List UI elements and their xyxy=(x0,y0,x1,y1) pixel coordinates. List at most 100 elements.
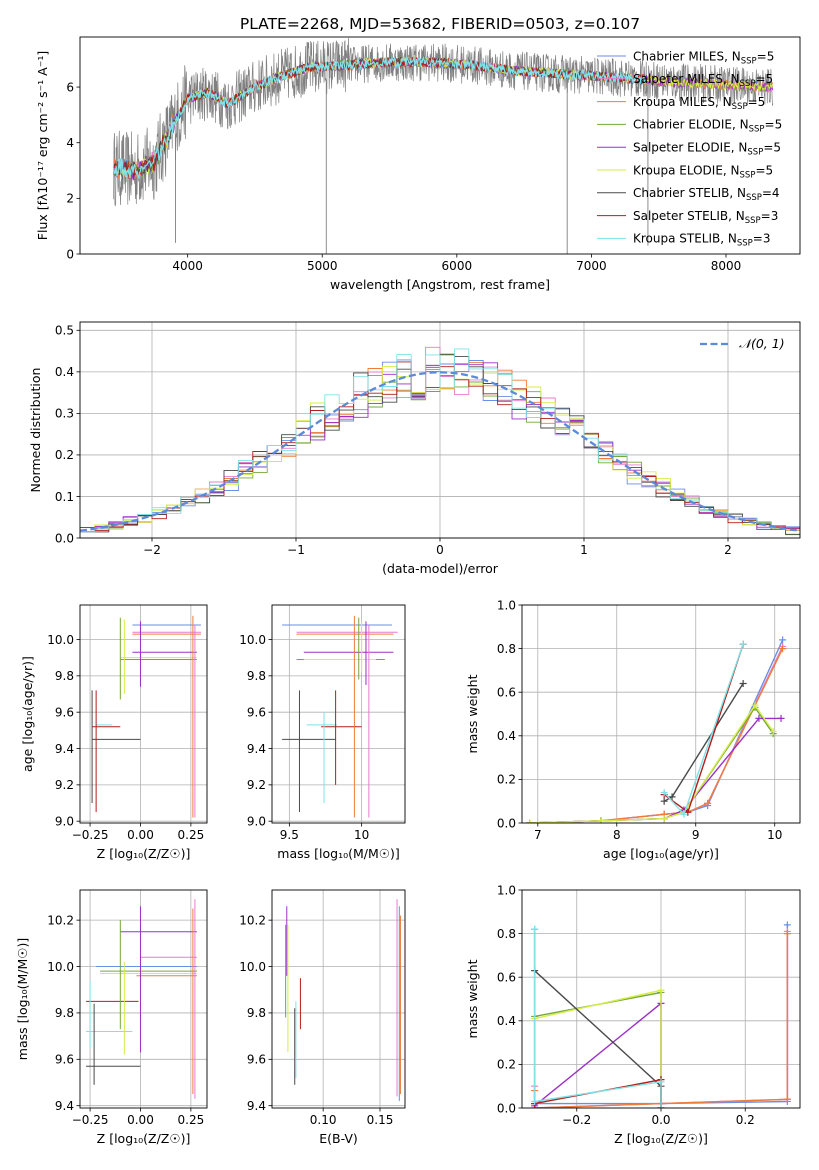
y-tick-label: 9.8 xyxy=(247,1006,266,1020)
panel-age-vs-mass: 9.5 10 9.0 9.2 9.4 9.6 9.8 10.0 mass [log₁₀(M/M☉… xyxy=(239,604,406,861)
legend-label: Chabrier STELIB, NSSP=4 xyxy=(633,186,780,203)
weight-marker xyxy=(526,819,534,823)
weight-marker xyxy=(684,808,692,816)
weight-line xyxy=(534,970,662,1108)
figure-title: PLATE=2268, MJD=53682, FIBERID=0503, z=0… xyxy=(240,15,640,33)
y-tick-label: 10.0 xyxy=(239,960,266,974)
panel-mass-vs-Z: −0.25 0.00 0.25 9.4 9.6 9.8 10.0 10.2 Z [log₁₀(Z… xyxy=(15,889,208,1146)
x-tick-label: 4000 xyxy=(172,259,203,273)
model-spectrum xyxy=(113,56,773,179)
y-axis-label: age [log₁₀(age/yr)] xyxy=(20,656,35,772)
legend: Chabrier MILES, NSSP=5 Salpeter MILES, NS… xyxy=(597,49,782,249)
y-tick-label: 1.0 xyxy=(497,883,516,897)
panel-weight-vs-Z: −0.2 0.0 0.2 0.0 0.2 0.4 0.6 0.8 1.0 Z [log₁₀(Z/Z… xyxy=(465,883,801,1146)
weight-marker xyxy=(668,793,676,801)
y-tick-label: 4 xyxy=(66,136,74,150)
y-axis-label: mass weight xyxy=(465,959,480,1038)
y-tick-label: 1.0 xyxy=(497,598,516,612)
axes-frame xyxy=(79,36,801,255)
weight-marker xyxy=(739,640,747,648)
legend-label: Salpeter STELIB, NSSP=3 xyxy=(633,209,778,226)
legend-label: Kroupa MILES, NSSP=5 xyxy=(633,95,765,112)
weight-marker xyxy=(597,817,605,823)
y-tick-label: 0.6 xyxy=(497,971,516,985)
x-axis-label: age [log₁₀(age/yr)] xyxy=(603,846,719,861)
weight-marker xyxy=(783,930,791,938)
y-axis-label: mass weight xyxy=(465,674,480,753)
x-tick-label: 2 xyxy=(724,543,732,557)
model-spectrum xyxy=(113,56,646,179)
normal-reference-curve xyxy=(80,371,800,532)
y-tick-label: 0.5 xyxy=(55,324,74,338)
y-tick-label: 9.0 xyxy=(247,814,266,828)
x-tick-label: 0.00 xyxy=(127,828,154,842)
x-axis-label: (data-model)/error xyxy=(382,561,499,576)
gridlines xyxy=(80,605,207,823)
x-tick-label: 5000 xyxy=(307,259,338,273)
y-tick-label: 0.0 xyxy=(55,531,74,545)
plot-body xyxy=(282,615,398,818)
weight-line xyxy=(533,929,662,1108)
y-axis-label: Flux [fλ10⁻¹⁷ erg cm⁻² s⁻¹ A⁻¹] xyxy=(35,51,50,240)
x-tick-label: 10 xyxy=(354,828,369,842)
y-tick-label: 0.4 xyxy=(497,1014,516,1028)
axes-frame xyxy=(271,604,406,824)
ticks: 7 8 9 10 0.0 0.2 0.4 0.6 0.8 1.0 xyxy=(497,598,782,842)
legend-label: Chabrier ELODIE, NSSP=5 xyxy=(633,118,782,135)
y-tick-label: 10.0 xyxy=(47,633,74,647)
y-tick-label: 9.8 xyxy=(55,669,74,683)
x-axis-label: Z [log₁₀(Z/Z☉)] xyxy=(97,846,191,861)
weight-marker xyxy=(531,1097,539,1105)
y-axis-label: Normed distribution xyxy=(28,368,43,493)
y-tick-label: 9.8 xyxy=(247,669,266,683)
x-tick-label: 9.5 xyxy=(280,828,299,842)
x-tick-label: 0.00 xyxy=(127,1113,154,1127)
y-tick-label: 9.6 xyxy=(55,705,74,719)
weight-marker xyxy=(779,645,787,653)
panel-age-vs-Z: −0.25 0.00 0.25 9.0 9.2 9.4 9.6 9.8 10.0 Z [log₁₀… xyxy=(20,604,208,861)
y-tick-label: 10.0 xyxy=(239,633,266,647)
ticks: −0.25 0.00 0.25 9.4 9.6 9.8 10.0 10.2 xyxy=(47,913,204,1127)
legend-label: 𝒩(0, 1) xyxy=(739,336,785,351)
x-tick-label: 0.15 xyxy=(367,1113,394,1127)
plot-body xyxy=(526,636,787,823)
axes-frame xyxy=(521,604,801,824)
weight-marker xyxy=(657,1104,665,1108)
x-axis-label: E(B-V) xyxy=(319,1131,358,1146)
weight-marker xyxy=(779,636,787,644)
axes-frame xyxy=(79,889,208,1109)
ticks: 4000 5000 6000 7000 8000 0 2 4 6 xyxy=(66,80,741,273)
y-tick-label: 0.8 xyxy=(497,927,516,941)
ticks: −0.2 0.0 0.2 0.0 0.2 0.4 0.6 0.8 1.0 xyxy=(497,883,755,1127)
weight-marker xyxy=(531,925,539,933)
panel-weight-vs-age: 7 8 9 10 0.0 0.2 0.4 0.6 0.8 1.0 age [log₁₀(age/yr… xyxy=(465,598,801,861)
plot-body xyxy=(531,921,791,1108)
weight-marker xyxy=(755,714,763,722)
y-tick-label: 9.6 xyxy=(55,1053,74,1067)
x-axis-label: Z [log₁₀(Z/Z☉)] xyxy=(614,1131,708,1146)
x-tick-label: 8000 xyxy=(711,259,742,273)
weight-marker xyxy=(739,679,747,687)
ticks: −2 −1 0 1 2 0.0 0.1 0.2 0.3 0.4 0.5 xyxy=(55,324,732,557)
x-tick-label: 0.25 xyxy=(178,1113,205,1127)
y-tick-label: 9.4 xyxy=(55,742,74,756)
y-tick-label: 9.4 xyxy=(247,742,266,756)
y-tick-label: 0 xyxy=(66,247,74,261)
y-tick-label: 9.2 xyxy=(247,778,266,792)
panel-mass-vs-EBV: 0.10 0.15 9.4 9.6 9.8 10.0 10.2 E(B-V) xyxy=(239,889,406,1146)
legend-label: Kroupa ELODIE, NSSP=5 xyxy=(633,163,773,180)
y-tick-label: 2 xyxy=(66,192,74,206)
gridlines xyxy=(272,605,405,823)
y-tick-label: 10.0 xyxy=(47,960,74,974)
x-tick-label: −2 xyxy=(143,543,161,557)
y-tick-label: 0.4 xyxy=(55,365,74,379)
model-spectrum xyxy=(113,55,646,179)
plot-body xyxy=(113,37,774,254)
y-tick-label: 0.0 xyxy=(497,1101,516,1115)
x-tick-label: 1 xyxy=(580,543,588,557)
y-tick-label: 9.6 xyxy=(247,1053,266,1067)
weight-marker xyxy=(777,714,785,722)
residual-histogram xyxy=(80,365,800,531)
weight-line xyxy=(663,643,744,814)
